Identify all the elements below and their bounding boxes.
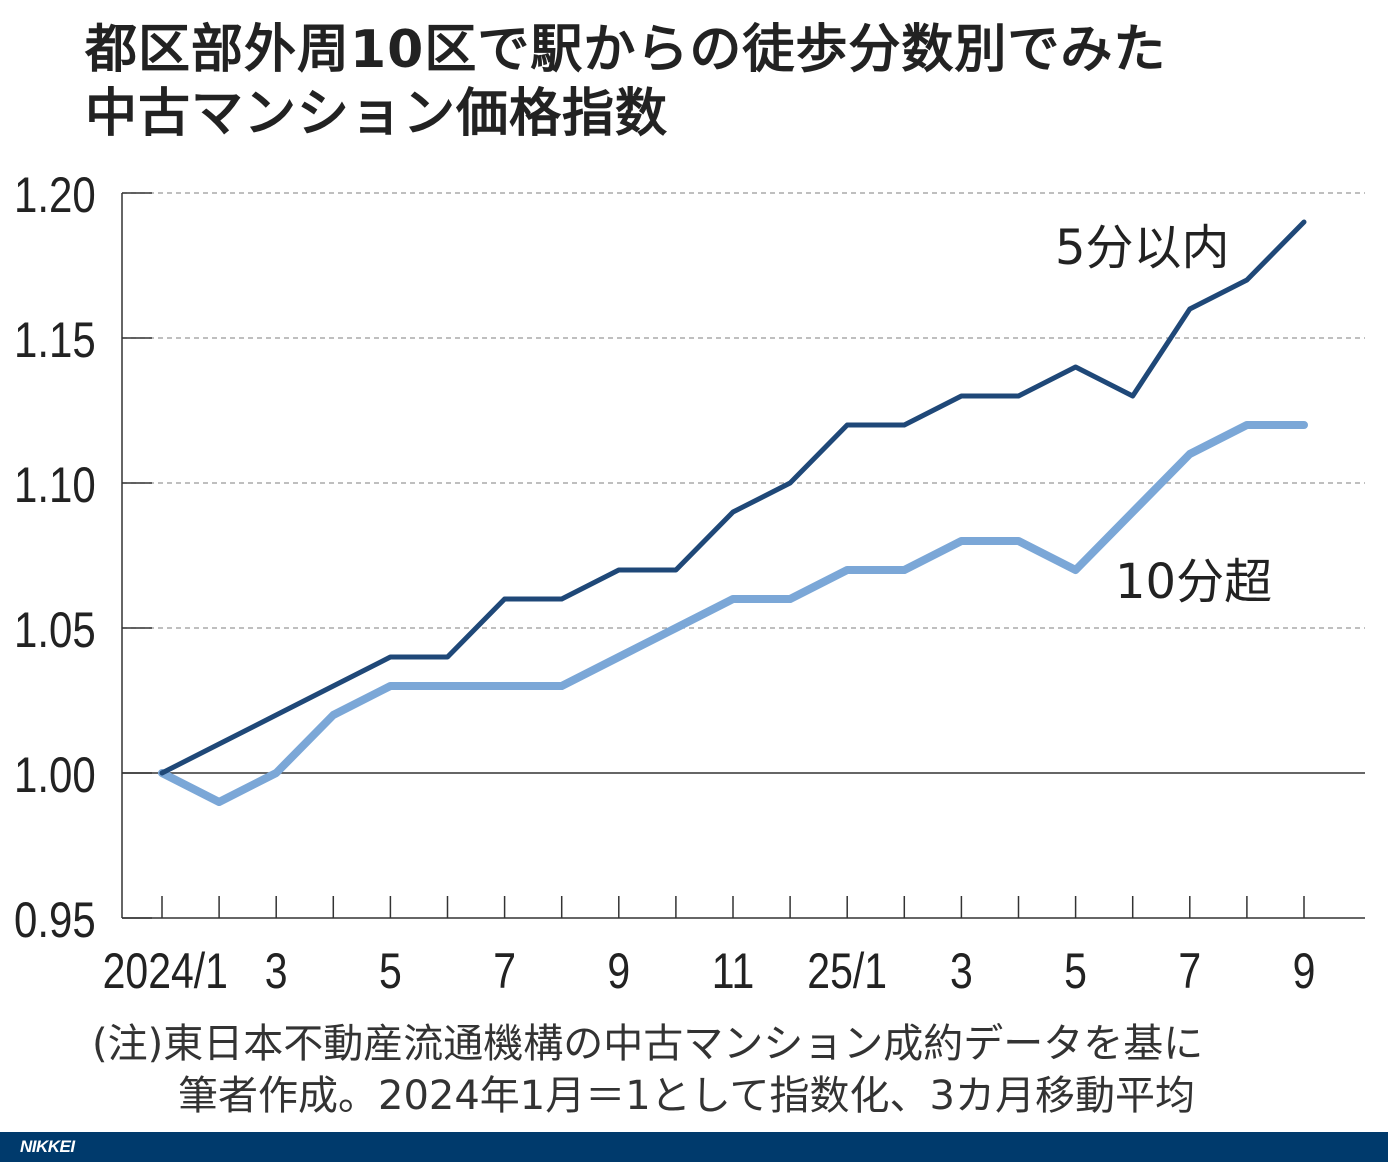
y-tick-label: 1.15: [14, 312, 96, 368]
note-line-1: (注)東日本不動産流通機構の中古マンション成約データを基に: [92, 1021, 1204, 1067]
title-line-2: 中古マンション価格指数: [85, 84, 669, 144]
y-tick-label: 1.10: [14, 457, 96, 513]
chart-title: 都区部外周10区で駅からの徒歩分数別でみた 中古マンション価格指数: [85, 18, 1166, 146]
line-chart: 0.95 1.00 1.05 1.10 1.15 1.20 2024/1 3 5 7 9 11 25/1…: [14, 167, 1365, 999]
nikkei-logo: NIKKEI: [20, 1137, 75, 1156]
x-tick-label: 5: [379, 943, 402, 999]
x-tick-label: 7: [1178, 943, 1201, 999]
x-tick-label: 25/1: [807, 943, 887, 999]
series-line-0: [159, 219, 1307, 776]
y-tick-label: 1.05: [14, 602, 96, 658]
series-line-1: [158, 421, 1308, 806]
x-tick-label: 2024/1: [103, 943, 228, 999]
title-line-1: 都区部外周10区で駅からの徒歩分数別でみた: [85, 20, 1167, 80]
note-line-2: 筆者作成。2024年1月＝1として指数化、3カ月移動平均: [178, 1073, 1195, 1119]
x-tick-label: 9: [1293, 943, 1316, 999]
series-label-10min: 10分超: [1115, 554, 1272, 610]
footer-bar: NIKKEI: [0, 1132, 1388, 1162]
chart-note: (注)東日本不動産流通機構の中古マンション成約データを基に 筆者作成。2024年…: [92, 1018, 1203, 1122]
series-label-5min: 5分以内: [1055, 220, 1230, 276]
x-tick-label: 9: [607, 943, 630, 999]
y-tick-label: 1.00: [14, 747, 96, 803]
x-tick-label: 3: [950, 943, 973, 999]
x-tick-label: 5: [1064, 943, 1087, 999]
x-tick-label: 11: [712, 943, 755, 999]
y-tick-label: 1.20: [14, 167, 96, 223]
x-tick-label: 7: [493, 943, 516, 999]
x-tick-label: 3: [265, 943, 288, 999]
y-tick-label: 0.95: [14, 892, 96, 948]
